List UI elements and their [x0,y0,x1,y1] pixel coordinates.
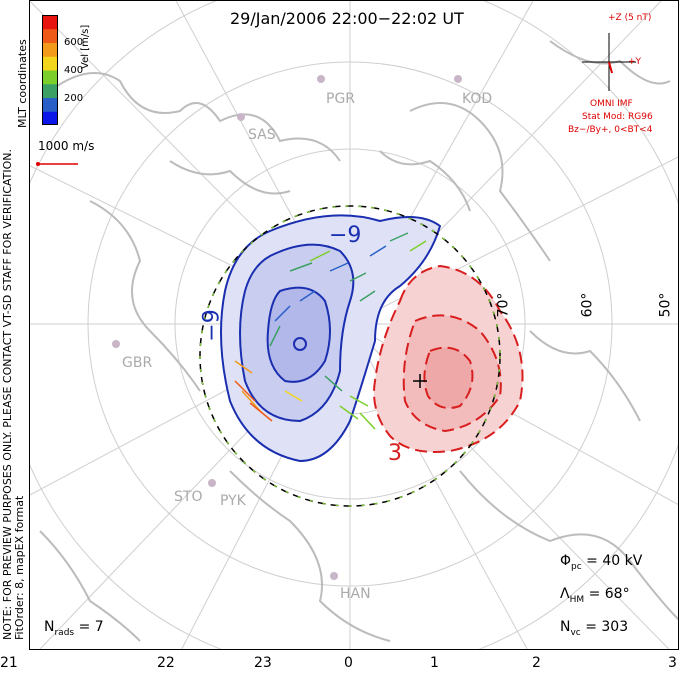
mlt-tick-21: 21 [0,655,18,671]
stat-lambda-hm: ΛHM = 68° [560,586,630,605]
contour-label-pos: 3 [388,441,402,466]
colorbar-tick-200: 200 [64,93,84,104]
scale-vector-label: 1000 m/s [38,139,95,153]
mlt-tick-1: 1 [430,655,439,671]
stat-nvc-symbol: N [560,619,571,635]
mlt-tick-22: 22 [157,655,175,671]
colorbar-swatch [42,83,58,98]
colorbar-swatch [42,70,58,85]
station-kod: KOD [462,91,493,107]
station-sas: SAS [248,127,276,143]
stat-phi-sub: pc [571,561,582,572]
scale-vector-origin [36,162,40,166]
preview-note-line2: FitOrder: 8, mapEX format [13,495,26,640]
mlt-coordinates-label: MLT coordinates [16,39,29,128]
positive-convection-cell [373,264,524,453]
imf-dial [582,33,636,91]
hm-boundary-vectors [199,205,501,507]
imf-source: OMNI IMF [590,99,633,109]
mlt-tick-3: 3 [668,655,677,671]
colorbar-swatch [42,28,58,43]
station-pgr: PGR [326,91,356,107]
station-markers [112,75,462,580]
colorbar-swatch [42,111,58,125]
map-title: 29/Jan/2006 22:00−22:02 UT [230,9,464,28]
lat-label-50: 50° [657,292,674,318]
colorbar-swatch [42,15,58,30]
mlt-tick-2: 2 [532,655,541,671]
colorbar-swatch [42,42,58,57]
station-gbr: GBR [122,355,153,371]
station-sto: STO [174,489,203,505]
stat-lambda-symbol: Λ [560,586,570,602]
station-pyk: PYK [220,493,246,509]
stat-nrads-symbol: N [44,619,55,635]
stat-phi-value: = 40 kV [586,553,643,569]
mlt-tick-0: 0 [344,655,353,671]
colorbar-swatch [42,97,58,112]
velocity-colorbar [42,15,58,125]
polar-map [30,1,678,649]
lat-label-60: 60° [579,292,596,318]
imf-model: Stat Mod: RG96 [582,112,653,122]
colorbar-label: Vel [m/s] [80,24,91,69]
colorbar-tick-400: 400 [64,65,84,76]
stat-nrads-sub: rads [54,627,75,638]
stat-lambda-sub: HM [569,594,585,605]
stat-phi-symbol: Φ [560,553,572,569]
contour-label-neg-top: −9 [329,223,362,248]
colorbar-tick-600: 600 [64,37,84,48]
stat-nrads: Nrads = 7 [44,619,104,638]
stat-nvc-value: = 303 [585,619,629,635]
imf-y-label: +Y [628,57,642,67]
imf-vector-label: +Z (5 nT) [608,13,652,23]
coastlines [39,40,678,642]
negative-convection-cell [220,214,442,463]
colorbar-border [42,15,58,125]
velocity-vectors [234,232,427,430]
mlt-tick-23: 23 [254,655,272,671]
map-frame: 600 400 200 Vel [m/s] 1000 m/s 29/Jan/20… [29,0,679,650]
preview-note: NOTE: FOR PREVIEW PURPOSES ONLY. PLEASE … [1,149,26,640]
colorbar-swatch [42,56,58,71]
stat-lambda-value: = 68° [588,586,630,602]
contour-label-neg-side: −9 [199,309,225,342]
stat-phi-pc: Φpc = 40 kV [560,553,642,572]
imf-condition: Bz−/By+, 0<BT<4 [568,125,653,135]
station-han: HAN [340,586,371,602]
stat-nvc-sub: vc [570,627,581,638]
lat-label-70: 70° [495,292,512,318]
stat-nvc: Nvc = 303 [560,619,628,638]
stat-nrads-value: = 7 [78,619,104,635]
